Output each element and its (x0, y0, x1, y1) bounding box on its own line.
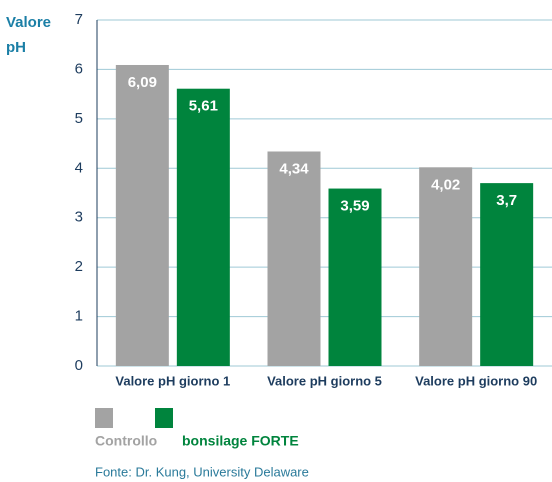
source-note: Fonte: Dr. Kung, University Delaware (95, 464, 309, 479)
value-label: 3,59 (340, 198, 369, 215)
y-tick-label: 2 (75, 258, 83, 275)
y-tick-label: 5 (75, 110, 83, 127)
bar (419, 167, 473, 366)
x-tick-label: Valore pH giorno 90 (415, 373, 537, 388)
legend-swatch (95, 408, 113, 428)
legend-swatch (155, 408, 173, 428)
legend-label: bonsilage FORTE (182, 433, 299, 449)
value-label: 4,02 (431, 176, 460, 193)
bar (115, 64, 169, 366)
legend-label: Controllo (95, 433, 157, 449)
bar (176, 88, 230, 366)
value-label: 6,09 (128, 74, 157, 91)
y-tick-label: 6 (75, 60, 83, 77)
value-label: 3,7 (496, 192, 517, 209)
bar (328, 188, 382, 366)
y-tick-label: 7 (75, 11, 83, 28)
bar (480, 183, 534, 366)
value-label: 5,61 (189, 98, 218, 115)
value-label: 4,34 (279, 160, 309, 177)
y-axis-label: Valore pH (6, 14, 52, 56)
y-tick-label: 3 (75, 209, 83, 226)
y-tick-label: 0 (75, 357, 83, 374)
x-tick-label: Valore pH giorno 1 (115, 373, 230, 388)
x-tick-label: Valore pH giorno 5 (267, 373, 382, 388)
y-tick-label: 4 (75, 159, 83, 176)
y-tick-label: 1 (75, 308, 83, 325)
bar (267, 151, 321, 366)
